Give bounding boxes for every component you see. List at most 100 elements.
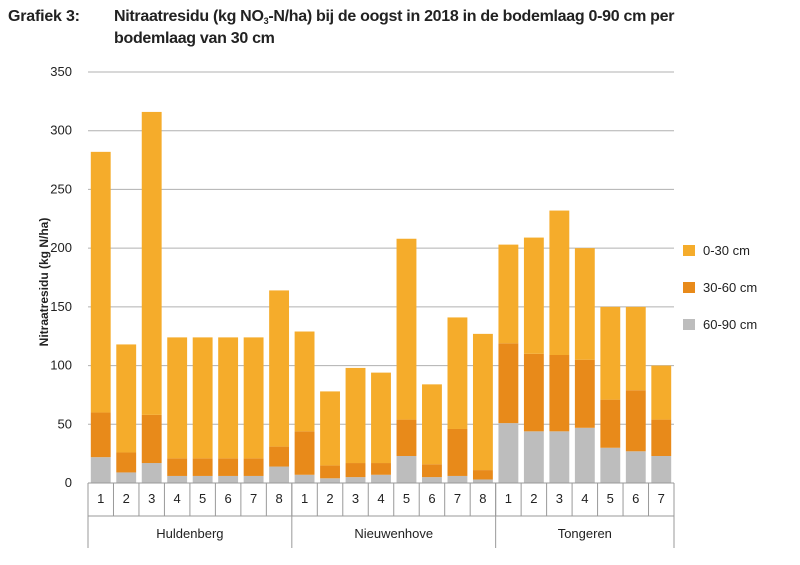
bar-segment <box>447 428 468 476</box>
bar-segment <box>218 337 239 459</box>
bar-segment <box>192 458 213 476</box>
bar-segment <box>396 238 417 420</box>
legend-swatch <box>683 319 695 330</box>
bar-segment <box>116 344 137 453</box>
x-tick-label: 1 <box>505 491 512 506</box>
bar-segment <box>192 475 213 483</box>
y-tick-label: 250 <box>50 181 72 196</box>
bar-segment <box>447 317 468 429</box>
bar-segment <box>549 210 570 356</box>
bar-segment <box>141 414 162 464</box>
x-tick-label: 5 <box>607 491 614 506</box>
x-tick-label: 7 <box>454 491 461 506</box>
x-tick-label: 2 <box>326 491 333 506</box>
y-axis-label: Nitraatresidu (kg N/ha) <box>37 218 51 347</box>
y-axis: 0 50 100 150 200 250 300 350 <box>50 64 72 490</box>
y-tick-label: 50 <box>58 416 72 431</box>
bar-segment <box>269 446 290 467</box>
bar-segment <box>523 431 544 483</box>
bar-segment <box>472 470 493 480</box>
bar-segment <box>371 463 391 475</box>
bar-segment <box>600 306 621 400</box>
x-tick-label: 8 <box>479 491 486 506</box>
bar-segment <box>345 463 366 478</box>
x-tick-label: 4 <box>581 491 588 506</box>
bar-segment <box>218 475 239 483</box>
bar-segment <box>472 479 493 483</box>
bar-segment <box>141 111 162 415</box>
x-tick-label: 2 <box>530 491 537 506</box>
x-tick-label: 5 <box>199 491 206 506</box>
x-tick-label: 6 <box>632 491 639 506</box>
x-axis: 1 2 3 4 5 6 7 8 1 2 3 4 5 6 7 8 1 2 3 4 5 6 7 Huldenberg Nieuwen… <box>87 482 675 548</box>
bar-segment <box>90 151 111 413</box>
bar-segment <box>600 399 621 448</box>
bar-segment <box>625 306 646 391</box>
bar-segment <box>651 455 672 483</box>
x-tick-label: 3 <box>352 491 359 506</box>
bar-segment <box>294 331 315 432</box>
legend: 0-30 cm 30-60 cm 60-90 cm <box>683 243 757 332</box>
title-subscript: 3 <box>263 16 269 26</box>
bar-segment <box>625 390 646 452</box>
y-tick-label: 350 <box>50 64 72 79</box>
bar-segment <box>167 458 188 476</box>
x-tick-label: 4 <box>377 491 384 506</box>
bar-segment <box>320 478 340 483</box>
bar-segment <box>320 465 340 479</box>
bar-segment <box>549 355 570 432</box>
x-tick-label: 7 <box>658 491 665 506</box>
bar-segment <box>345 367 366 464</box>
bar-segment <box>396 455 417 483</box>
group-label: Nieuwenhove <box>354 526 433 541</box>
bar-segment <box>651 419 672 456</box>
x-tick-label: 4 <box>174 491 181 506</box>
group-label: Tongeren <box>558 526 612 541</box>
x-tick-label: 1 <box>97 491 104 506</box>
figure-label: Grafiek 3: <box>8 8 80 25</box>
bar-segment <box>243 475 264 483</box>
bar-segment <box>243 337 264 459</box>
legend-label: 30-60 cm <box>703 280 757 295</box>
bar-segment <box>574 427 595 483</box>
chart-title: Nitraatresidu (kg NO3-N/ha) bij de oogst… <box>114 8 794 47</box>
bar-segment <box>294 431 315 475</box>
bar-segment <box>116 452 137 473</box>
bar-segment <box>141 463 162 483</box>
bar-segment <box>167 475 188 483</box>
x-tick-label: 3 <box>148 491 155 506</box>
x-tick-label: 1 <box>301 491 308 506</box>
bar-segment <box>116 472 137 483</box>
legend-label: 0-30 cm <box>703 243 750 258</box>
bar-segment <box>192 337 213 459</box>
bar-segment <box>90 412 111 458</box>
x-tick-label: 3 <box>556 491 563 506</box>
legend-label: 60-90 cm <box>703 317 757 332</box>
title-line2: bodemlaag van 30 cm <box>114 30 275 47</box>
bar-segment <box>218 458 239 476</box>
legend-swatch <box>683 282 695 293</box>
y-tick-label: 100 <box>50 358 72 373</box>
bar-segment <box>371 372 391 464</box>
bar-segment <box>422 464 442 478</box>
bars <box>90 111 672 483</box>
bar-segment <box>345 477 366 483</box>
group-label: Huldenberg <box>156 526 223 541</box>
bar-segment <box>371 474 391 483</box>
bar-segment <box>422 384 442 465</box>
bar-segment <box>269 290 290 447</box>
bar-segment <box>574 359 595 428</box>
x-tick-label: 8 <box>275 491 282 506</box>
title-part1: Nitraatresidu (kg NO <box>114 8 264 25</box>
x-tick-label: 5 <box>403 491 410 506</box>
bar-segment <box>498 343 519 424</box>
y-tick-label: 200 <box>50 240 72 255</box>
x-tick-label: 7 <box>250 491 257 506</box>
bar-segment <box>523 237 544 354</box>
bar-segment <box>651 365 672 420</box>
x-tick-label: 2 <box>123 491 130 506</box>
bar-segment <box>498 423 519 483</box>
bar-segment <box>600 447 621 483</box>
bar-segment <box>243 458 264 476</box>
x-tick-label: 6 <box>225 491 232 506</box>
